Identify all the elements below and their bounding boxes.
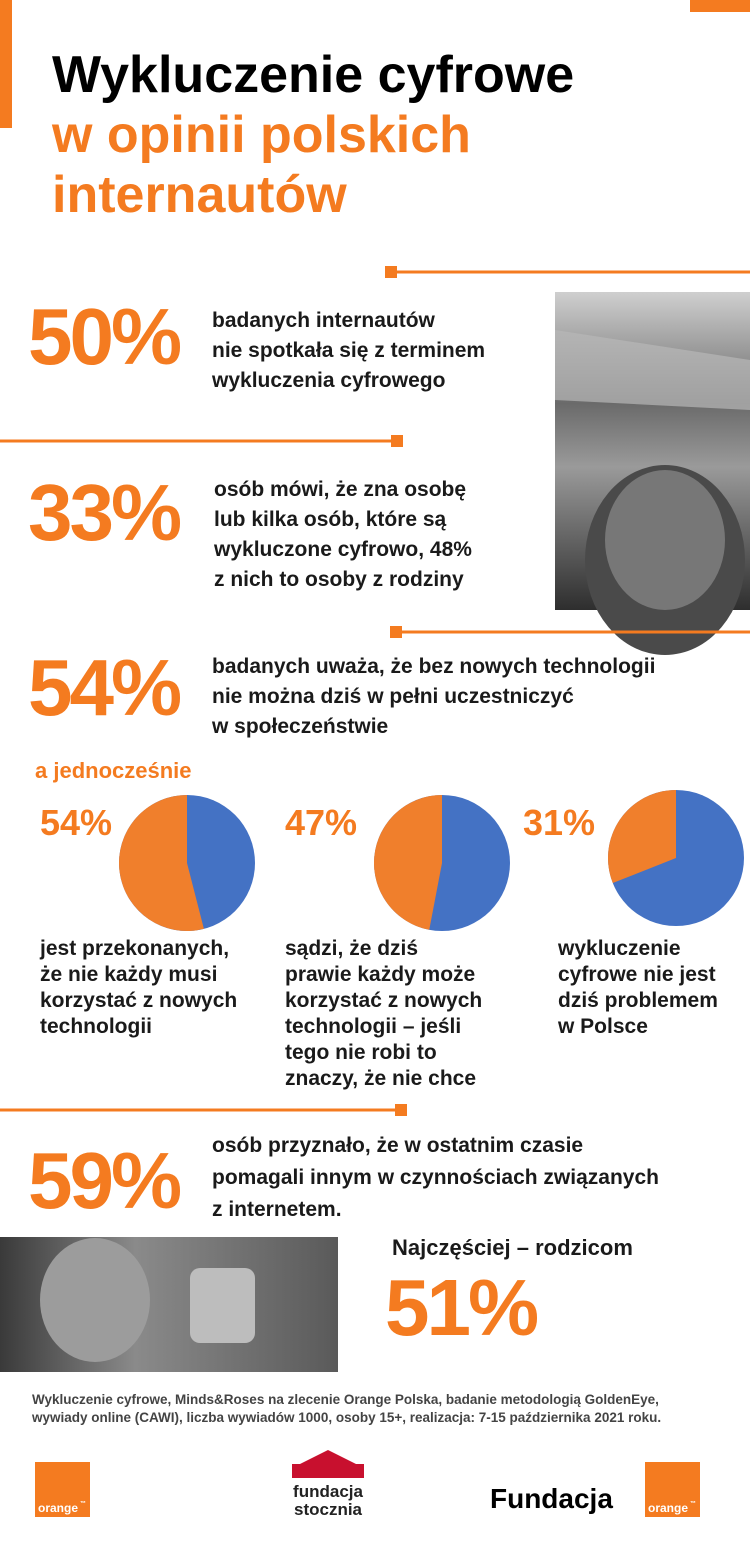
pie-slice bbox=[373, 795, 442, 930]
pie-text: jest przekonanych, bbox=[39, 937, 229, 960]
footnote: wywiady online (CAWI), liczba wywiadów 1… bbox=[31, 1410, 661, 1425]
stat-value: 50% bbox=[28, 292, 181, 381]
stat-value: 54% bbox=[28, 643, 181, 732]
stat-text: z internetem. bbox=[212, 1198, 342, 1221]
stat-value: 33% bbox=[28, 468, 181, 557]
stat-text: wykluczone cyfrowo, 48% bbox=[213, 538, 472, 561]
pie-text: korzystać z nowych bbox=[40, 989, 237, 1012]
pie-slice bbox=[118, 795, 204, 931]
logo-tm: ™ bbox=[80, 1500, 86, 1507]
logo-stocznia-text: fundacja bbox=[293, 1482, 363, 1501]
divider-square bbox=[390, 626, 402, 638]
pie-text: technologii – jeśli bbox=[285, 1015, 461, 1038]
stocznia-logo-mark bbox=[292, 1450, 364, 1478]
stat-text: lub kilka osób, które są bbox=[214, 508, 447, 531]
pie-text: że nie każdy musi bbox=[40, 963, 217, 986]
orange-logo bbox=[35, 1462, 700, 1517]
pie-text: cyfrowe nie jest bbox=[558, 963, 716, 986]
pie-text: dziś problemem bbox=[558, 989, 718, 1012]
stat-text: wykluczenia cyfrowego bbox=[211, 369, 445, 392]
divider-square bbox=[385, 266, 397, 278]
logo-orange-text: orange bbox=[38, 1501, 78, 1515]
pie-text: technologii bbox=[40, 1015, 152, 1038]
logo-tm: ™ bbox=[690, 1500, 696, 1507]
stat-value: 59% bbox=[28, 1136, 181, 1225]
divider-square bbox=[391, 435, 403, 447]
divider-square bbox=[395, 1104, 407, 1116]
pie-text: w Polsce bbox=[557, 1015, 648, 1038]
stat-text: badanych uważa, że bez nowych technologi… bbox=[212, 655, 655, 678]
photo-woman bbox=[0, 1237, 338, 1372]
logo-stocznia-text: stocznia bbox=[294, 1500, 363, 1519]
stat-text: w społeczeństwie bbox=[211, 715, 388, 738]
pie-text: sądzi, że dziś bbox=[285, 937, 418, 960]
pie-text: prawie każdy może bbox=[285, 963, 475, 986]
title-line: Wykluczenie cyfrowe bbox=[52, 46, 574, 104]
pie-text: korzystać z nowych bbox=[285, 989, 482, 1012]
logo-fundacja: Fundacja bbox=[490, 1483, 613, 1514]
pie-value-label: 47% bbox=[285, 802, 357, 843]
stat-text: badanych internautów bbox=[212, 309, 436, 332]
pie-text: tego nie robi to bbox=[285, 1041, 437, 1064]
photo-street bbox=[555, 292, 750, 655]
pie-text: wykluczenie bbox=[557, 937, 681, 960]
accent-bar bbox=[690, 0, 750, 12]
pie-value-label: 31% bbox=[523, 802, 595, 843]
stat-text: osób mówi, że zna osobę bbox=[214, 478, 466, 501]
stat-text: nie można dziś w pełni uczestniczyć bbox=[212, 685, 574, 708]
pie-text: znaczy, że nie chce bbox=[285, 1067, 476, 1090]
stat-text: pomagali innym w czynnościach związanych bbox=[212, 1166, 659, 1189]
title-line: w opinii polskich bbox=[51, 106, 471, 164]
subheading: a jednocześnie bbox=[35, 758, 192, 783]
accent-bar bbox=[0, 0, 12, 128]
pie-value-label: 54% bbox=[40, 802, 112, 843]
stat-text: osób przyznało, że w ostatnim czasie bbox=[212, 1134, 583, 1157]
pie-slice bbox=[608, 790, 676, 884]
stat-text: nie spotkała się z terminem bbox=[212, 339, 485, 362]
footnote: Wykluczenie cyfrowe, Minds&Roses na zlec… bbox=[32, 1392, 659, 1407]
logo-orange-text: orange bbox=[648, 1501, 688, 1515]
highlight-value: 51% bbox=[385, 1263, 538, 1352]
title-line: internautów bbox=[52, 166, 347, 224]
highlight-label: Najczęściej – rodzicom bbox=[392, 1235, 633, 1260]
stat-text: z nich to osoby z rodziny bbox=[214, 568, 464, 591]
